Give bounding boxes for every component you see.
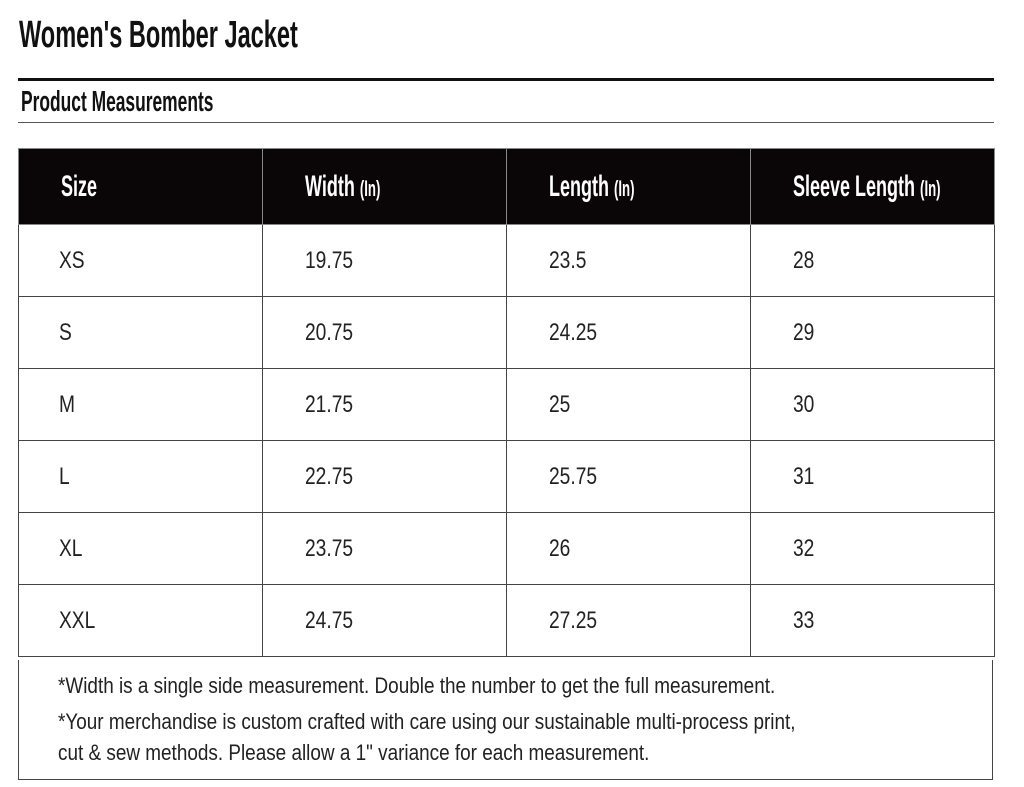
cell-width: 19.75 xyxy=(262,224,507,297)
cell-size: M xyxy=(18,368,263,441)
cell-width: 20.75 xyxy=(262,296,507,369)
cell-length: 25 xyxy=(506,368,751,441)
header-sleeve-length: Sleeve Length (In) xyxy=(750,148,995,225)
header-width: Width (In) xyxy=(262,148,507,225)
cell-width: 21.75 xyxy=(262,368,507,441)
cell-sleeve-length: 31 xyxy=(750,440,995,513)
header-size: Size xyxy=(18,148,263,225)
cell-width: 24.75 xyxy=(262,584,507,657)
cell-size: XL xyxy=(18,512,263,585)
cell-size: XXL xyxy=(18,584,263,657)
note-variance-cont: cut & sew methods. Please allow a 1" var… xyxy=(58,740,650,765)
table-row: XL 23.75 26 32 xyxy=(18,512,995,585)
cell-size: L xyxy=(18,440,263,513)
section-divider xyxy=(18,122,994,123)
cell-size: S xyxy=(18,296,263,369)
notes-box: *Width is a single side measurement. Dou… xyxy=(18,660,993,780)
cell-width: 22.75 xyxy=(262,440,507,513)
note-width: *Width is a single side measurement. Dou… xyxy=(58,673,776,698)
cell-length: 25.75 xyxy=(506,440,751,513)
page-title: Women's Bomber Jacket xyxy=(19,14,298,56)
table-row: L 22.75 25.75 31 xyxy=(18,440,995,513)
size-chart-table: Size Width (In) Length (In) Sleeve Lengt… xyxy=(18,148,995,657)
section-title: Product Measurements xyxy=(21,86,214,118)
header-length: Length (In) xyxy=(506,148,751,225)
cell-sleeve-length: 30 xyxy=(750,368,995,441)
cell-length: 26 xyxy=(506,512,751,585)
table-row: XXL 24.75 27.25 33 xyxy=(18,584,995,657)
note-variance: *Your merchandise is custom crafted with… xyxy=(58,709,796,734)
table-row: XS 19.75 23.5 28 xyxy=(18,224,995,297)
cell-sleeve-length: 32 xyxy=(750,512,995,585)
cell-length: 27.25 xyxy=(506,584,751,657)
cell-size: XS xyxy=(18,224,263,297)
title-divider xyxy=(18,78,994,81)
cell-length: 23.5 xyxy=(506,224,751,297)
cell-sleeve-length: 28 xyxy=(750,224,995,297)
cell-sleeve-length: 33 xyxy=(750,584,995,657)
table-row: M 21.75 25 30 xyxy=(18,368,995,441)
cell-sleeve-length: 29 xyxy=(750,296,995,369)
table-row: S 20.75 24.25 29 xyxy=(18,296,995,369)
cell-width: 23.75 xyxy=(262,512,507,585)
table-header-row: Size Width (In) Length (In) Sleeve Lengt… xyxy=(18,148,995,225)
cell-length: 24.25 xyxy=(506,296,751,369)
